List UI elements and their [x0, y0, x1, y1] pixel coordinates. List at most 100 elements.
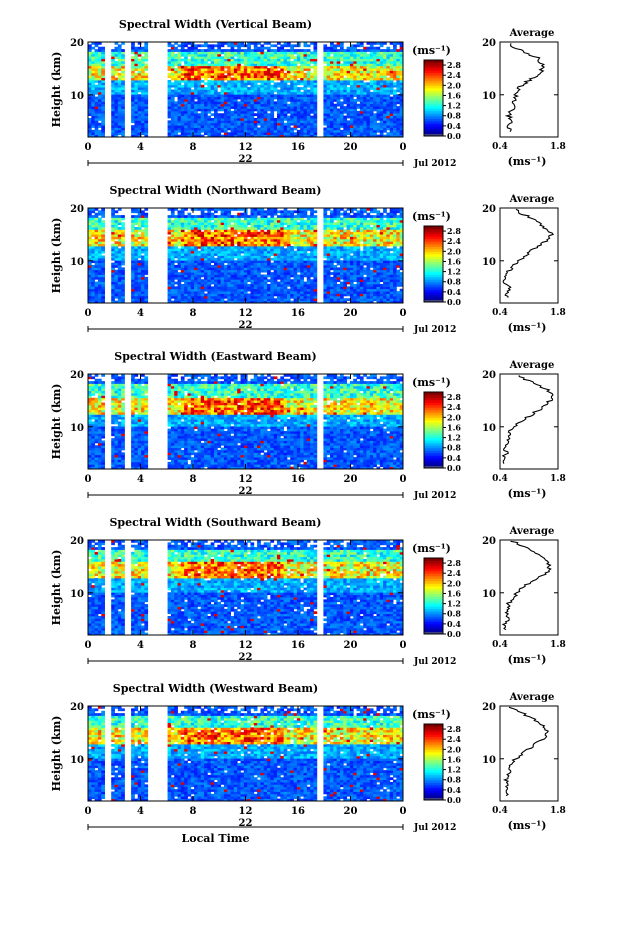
heatmap-cell	[217, 70, 222, 74]
heatmap-cell	[180, 284, 185, 287]
heatmap-cell	[88, 291, 92, 294]
heatmap-cell	[197, 281, 202, 285]
heatmap-cell	[177, 110, 182, 114]
heatmap-cell	[373, 122, 377, 126]
heatmap-cell	[137, 246, 142, 249]
heatmap-cell	[393, 44, 397, 48]
heatmap-cell	[237, 127, 241, 131]
heatmap-cell	[214, 293, 218, 297]
heatmap-cell	[326, 75, 331, 79]
heatmap-cell	[114, 87, 119, 90]
heatmap-cell	[227, 212, 231, 216]
heatmap-cell	[313, 115, 318, 119]
heatmap-cell	[177, 265, 182, 268]
heatmap-cell	[200, 231, 205, 235]
heatmap-cell	[379, 127, 384, 131]
heatmap-cell	[187, 80, 192, 83]
heatmap-cell	[359, 49, 364, 52]
heatmap-cell	[267, 224, 271, 228]
heatmap-cell	[220, 250, 225, 254]
heatmap-cell	[144, 49, 149, 52]
heatmap-cell	[97, 260, 102, 264]
heatmap-cell	[194, 224, 198, 228]
heatmap-cell	[204, 70, 208, 74]
heatmap-cell	[170, 257, 175, 261]
heatmap-cell	[194, 246, 198, 249]
heatmap-cell	[247, 42, 251, 45]
heatmap-cell	[131, 276, 135, 280]
heatmap-cell	[187, 115, 192, 119]
heatmap-cell	[283, 132, 288, 136]
heatmap-cell	[194, 96, 198, 100]
heatmap-cell	[174, 281, 178, 285]
heatmap-cell	[393, 56, 397, 60]
heatmap-cell	[349, 77, 354, 81]
heatmap-cell	[393, 127, 397, 131]
heatmap-cell	[144, 224, 149, 228]
heatmap-cell	[187, 236, 192, 240]
heatmap-cell	[280, 75, 285, 79]
heatmap-cell	[233, 108, 238, 112]
heatmap-cell	[233, 253, 238, 256]
heatmap-cell	[170, 125, 175, 128]
heatmap-cell	[290, 106, 294, 109]
heatmap-cell	[389, 53, 394, 57]
heatmap-cell	[243, 243, 248, 247]
heatmap-cell	[313, 49, 318, 52]
heatmap-cell	[263, 82, 268, 86]
heatmap-cell	[300, 103, 304, 107]
colorbar-swatch	[424, 103, 443, 107]
heatmap-cell	[121, 224, 125, 228]
heatmap-cell	[223, 281, 228, 285]
heatmap-cell	[204, 75, 208, 79]
heatmap-cell	[180, 118, 185, 121]
heatmap-cell	[349, 94, 354, 98]
heatmap-cell	[253, 284, 258, 287]
heatmap-cell	[210, 267, 215, 271]
heatmap-cell	[137, 82, 142, 86]
heatmap-cell	[167, 127, 172, 131]
heatmap-cell	[253, 46, 258, 50]
heatmap-cell	[187, 72, 192, 76]
heatmap-cell	[227, 80, 231, 83]
heatmap-cell	[273, 291, 278, 294]
heatmap-cell	[280, 82, 285, 86]
heatmap-cell	[383, 96, 387, 100]
heatmap-cell	[363, 118, 367, 121]
heatmap-cell	[101, 56, 105, 60]
heatmap-cell	[267, 265, 271, 268]
heatmap-cell	[131, 96, 135, 100]
heatmap-cell	[326, 106, 331, 109]
heatmap-cell	[88, 84, 92, 88]
heatmap-cell	[286, 49, 291, 52]
heatmap-cell	[379, 110, 384, 114]
heatmap-cell	[204, 265, 208, 268]
colorbar-swatch	[424, 80, 443, 84]
heatmap-cell	[141, 291, 145, 294]
heatmap-cell	[353, 70, 357, 74]
heatmap-cell	[263, 300, 268, 304]
heatmap-cell	[167, 56, 172, 60]
heatmap-cell	[240, 61, 245, 64]
heatmap-cell	[296, 110, 301, 114]
heatmap-cell	[263, 224, 268, 228]
heatmap-cell	[260, 125, 265, 128]
heatmap-cell	[277, 227, 281, 230]
heatmap-cell	[356, 113, 361, 117]
heatmap-cell	[131, 224, 135, 228]
heatmap-cell	[270, 238, 275, 242]
heatmap-cell	[396, 108, 401, 112]
heatmap-cell	[121, 113, 125, 117]
heatmap-cell	[177, 75, 182, 79]
heatmap-cell	[383, 115, 387, 119]
heatmap-cell	[194, 281, 198, 285]
heatmap-cell	[214, 96, 218, 100]
heatmap-cell	[373, 129, 377, 133]
heatmap-cell	[131, 63, 135, 67]
heatmap-cell	[170, 75, 175, 79]
colorbar-swatch	[424, 133, 443, 137]
heatmap-cell	[190, 288, 195, 292]
heatmap-cell	[190, 236, 195, 240]
heatmap-cell	[323, 110, 328, 114]
heatmap-cell	[386, 61, 391, 64]
